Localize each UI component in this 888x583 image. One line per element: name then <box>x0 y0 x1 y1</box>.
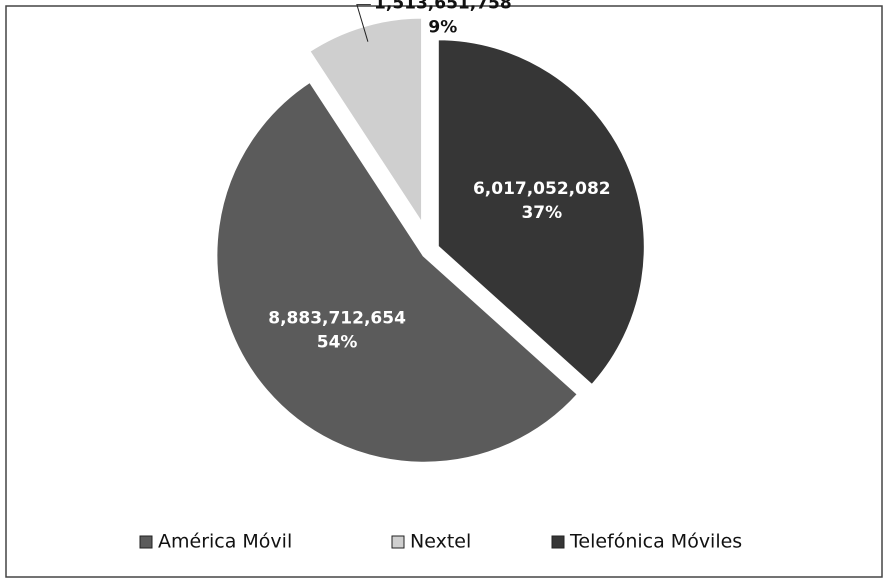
legend-swatch <box>391 535 405 549</box>
data-label: 6,017,052,082 <box>473 179 611 199</box>
legend-label: Telefónica Móviles <box>569 531 742 553</box>
data-label: 1,513,651,758 <box>374 0 512 14</box>
data-label: 8,883,712,654 <box>268 309 406 329</box>
data-label: 37% <box>521 203 562 223</box>
data-label: 9% <box>428 18 457 38</box>
data-label: 54% <box>317 333 358 353</box>
pie-slice <box>435 37 647 388</box>
legend-label: América Móvil <box>158 531 292 553</box>
legend-swatch <box>139 535 153 549</box>
legend-swatch <box>551 535 565 549</box>
legend-label: Nextel <box>410 531 471 553</box>
leader-line <box>356 4 371 42</box>
pie-slice <box>214 79 581 465</box>
